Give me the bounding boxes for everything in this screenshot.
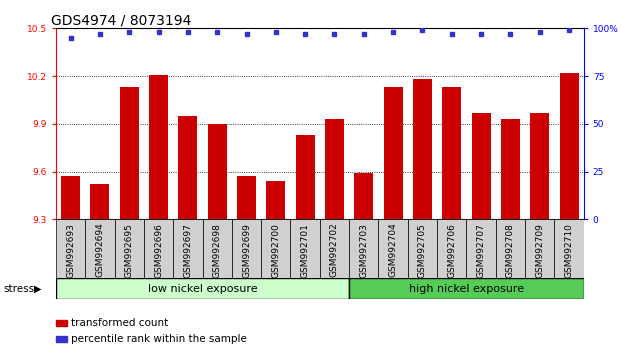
Text: GSM992701: GSM992701 [301, 223, 310, 278]
Bar [501, 119, 520, 219]
Text: percentile rank within the sample: percentile rank within the sample [71, 334, 247, 344]
Bar [530, 113, 550, 219]
Text: GSM992707: GSM992707 [476, 223, 486, 278]
Bar [266, 181, 286, 219]
Text: GSM992706: GSM992706 [447, 223, 456, 278]
Text: transformed count: transformed count [71, 318, 169, 328]
Bar [496, 219, 525, 283]
Bar [173, 219, 202, 283]
Bar [320, 219, 349, 283]
Text: GSM992704: GSM992704 [389, 223, 397, 278]
Bar [149, 74, 168, 219]
Bar [85, 219, 114, 283]
Text: stress: stress [3, 284, 34, 293]
Text: GSM992710: GSM992710 [564, 223, 574, 278]
Bar [408, 219, 437, 283]
Bar [202, 219, 232, 283]
Text: GSM992697: GSM992697 [183, 223, 193, 278]
Bar [178, 116, 197, 219]
Bar [471, 113, 491, 219]
Bar [114, 219, 144, 283]
Bar [442, 87, 461, 219]
Bar [237, 177, 256, 219]
Bar [525, 219, 555, 283]
Bar [120, 87, 138, 219]
Bar [296, 135, 315, 219]
Bar [413, 79, 432, 219]
Bar [437, 219, 466, 283]
Bar [56, 219, 85, 283]
Bar [466, 219, 496, 283]
Bar [90, 184, 109, 219]
Bar [560, 73, 579, 219]
Bar [349, 219, 378, 283]
Bar [56, 278, 349, 299]
Bar [291, 219, 320, 283]
Bar [61, 177, 80, 219]
Text: GSM992693: GSM992693 [66, 223, 75, 278]
Text: GSM992703: GSM992703 [360, 223, 368, 278]
Text: GSM992696: GSM992696 [154, 223, 163, 278]
Text: high nickel exposure: high nickel exposure [409, 284, 524, 293]
Text: GDS4974 / 8073194: GDS4974 / 8073194 [51, 13, 191, 27]
Text: GSM992698: GSM992698 [212, 223, 222, 278]
Text: GSM992702: GSM992702 [330, 223, 339, 278]
Text: low nickel exposure: low nickel exposure [148, 284, 257, 293]
Bar [207, 124, 227, 219]
Bar [232, 219, 261, 283]
Bar [384, 87, 402, 219]
Text: GSM992699: GSM992699 [242, 223, 251, 278]
Text: GSM992705: GSM992705 [418, 223, 427, 278]
Text: GSM992708: GSM992708 [506, 223, 515, 278]
Bar [349, 278, 584, 299]
Text: GSM992700: GSM992700 [271, 223, 280, 278]
Bar [354, 173, 373, 219]
Bar [325, 119, 344, 219]
Bar [144, 219, 173, 283]
Text: GSM992695: GSM992695 [125, 223, 134, 278]
Text: GSM992694: GSM992694 [96, 223, 104, 278]
Text: GSM992709: GSM992709 [535, 223, 544, 278]
Bar [261, 219, 291, 283]
Text: ▶: ▶ [34, 284, 41, 293]
Bar [555, 219, 584, 283]
Bar [378, 219, 408, 283]
